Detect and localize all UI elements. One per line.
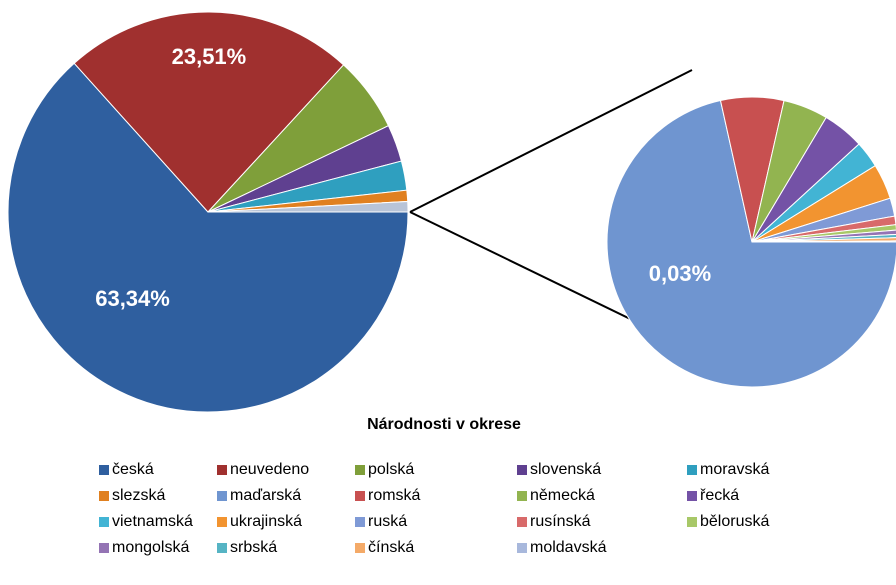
legend-swatch xyxy=(99,465,109,475)
legend-label: neuvedeno xyxy=(230,461,309,478)
legend-swatch xyxy=(217,543,227,553)
secondary-slice xyxy=(606,99,896,388)
legend-label: slovenská xyxy=(530,461,601,478)
other-slice xyxy=(207,200,409,213)
legend-swatch xyxy=(217,465,227,475)
data-label: 63,34% xyxy=(95,286,170,311)
legend-swatch xyxy=(355,465,365,475)
legend-label: moldavská xyxy=(530,539,607,556)
legend-label: srbská xyxy=(230,539,277,556)
legend-swatch xyxy=(217,491,227,501)
legend-label: řecká xyxy=(700,487,739,504)
legend-label: slezská xyxy=(112,487,165,504)
pie-slice xyxy=(73,11,345,213)
legend-label: mongolská xyxy=(112,539,189,556)
legend-swatch xyxy=(99,517,109,527)
legend-label: německá xyxy=(530,487,595,504)
legend-swatch xyxy=(99,491,109,501)
legend-swatch xyxy=(355,517,365,527)
legend-swatch xyxy=(517,543,527,553)
legend-label: romská xyxy=(368,487,421,504)
legend-swatch xyxy=(687,517,697,527)
legend-label: rusínská xyxy=(530,513,591,530)
legend-label: ukrajinská xyxy=(230,513,302,530)
legend-swatch xyxy=(99,543,109,553)
legend-swatch xyxy=(355,543,365,553)
annotation: 0,03% xyxy=(649,261,711,286)
legend-label: moravská xyxy=(700,461,769,478)
data-label: 23,51% xyxy=(172,44,247,69)
legend-label: maďarská xyxy=(230,487,301,504)
legend-swatch xyxy=(517,465,527,475)
pie-slice xyxy=(7,62,409,413)
legend-label: polská xyxy=(368,461,414,478)
legend-label: ruská xyxy=(368,513,407,530)
legend-swatch xyxy=(355,491,365,501)
legend-label: vietnamská xyxy=(112,513,193,530)
secondary-slice xyxy=(751,240,896,243)
legend-label: běloruská xyxy=(700,513,769,530)
legend-swatch xyxy=(687,465,697,475)
chart-title: Národnosti v okrese xyxy=(367,416,521,433)
legend-swatch xyxy=(217,517,227,527)
connector xyxy=(409,69,693,213)
legend-label: česká xyxy=(112,461,154,478)
secondary-slice xyxy=(751,229,896,243)
legend-swatch xyxy=(687,491,697,501)
legend-label: čínská xyxy=(368,539,414,556)
legend-swatch xyxy=(517,517,527,527)
legend-swatch xyxy=(517,491,527,501)
